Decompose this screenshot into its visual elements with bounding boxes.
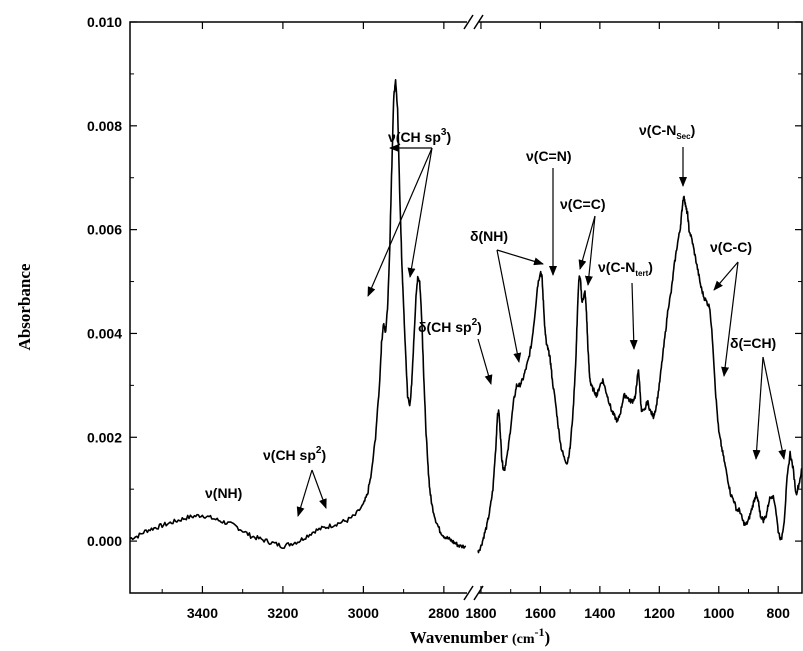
x-tick-label: 2800 xyxy=(428,605,459,621)
band-annotations: ν(NH) ν(CH sp2) ν(CH sp3) δ(CH sp2) δ(NH) ν(C… xyxy=(205,122,787,517)
y-tick-label: 0.002 xyxy=(87,429,122,445)
annotation-arrow xyxy=(477,338,493,385)
y-tick-label: 0.004 xyxy=(87,325,122,341)
annotation-arrow xyxy=(762,356,787,460)
annotation-label: ν(C-C) xyxy=(710,239,752,255)
annotation-label: ν(NH) xyxy=(205,485,242,501)
axes: 3400 3200 3000 2800 1800 1600 1400 1200 1000 800 0… xyxy=(87,14,802,621)
annotation-label: ν(C-NSec) xyxy=(639,122,695,141)
x-tick-label: 3400 xyxy=(187,605,218,621)
x-tick-label: 1200 xyxy=(644,605,675,621)
x-tick-label: 3200 xyxy=(267,605,298,621)
annotation-arrow xyxy=(584,215,596,286)
x-tick-label: 800 xyxy=(767,605,791,621)
y-tick-label: 0.010 xyxy=(87,14,122,30)
axis-break-gap-bottom xyxy=(467,590,479,596)
y-axis-title: Absorbance xyxy=(15,263,34,350)
y-tick-label: 0.006 xyxy=(87,222,122,238)
annotation-label: δ(=CH) xyxy=(730,335,776,351)
axis-break-mark xyxy=(473,14,484,30)
annotation-label: ν(C=C) xyxy=(560,196,606,212)
annotation-arrow xyxy=(629,282,638,350)
annotation-arrow xyxy=(721,261,739,377)
annotation-label: δ(CH sp2) xyxy=(418,317,482,335)
x-tick-label: 1600 xyxy=(525,605,556,621)
annotation-nh-bend: δ(NH) xyxy=(470,228,544,363)
axis-break-mark xyxy=(463,14,474,30)
annotation-arrow xyxy=(296,469,313,517)
spectrum-lines xyxy=(129,79,803,554)
x-axis-title: Wavenumber (cm-1) xyxy=(410,625,550,647)
x-tick-label: 1400 xyxy=(584,605,615,621)
spectrum-line-right xyxy=(477,195,803,554)
annotation-arrow xyxy=(496,249,522,363)
annotation-ch-sp2-bend: δ(CH sp2) xyxy=(418,317,493,385)
annotation-cn-double: ν(C=N) xyxy=(526,148,572,276)
annotation-cn-tert: ν(C-Ntert) xyxy=(598,259,653,350)
annotation-ch-sp3-stretch: ν(CH sp3) xyxy=(367,127,451,297)
annotation-arrow xyxy=(496,249,544,266)
annotation-cn-sec: ν(C-NSec) xyxy=(639,122,695,187)
annotation-eq-ch-bend: δ(=CH) xyxy=(730,335,787,460)
x-tick-label: 3000 xyxy=(348,605,379,621)
annotation-arrow xyxy=(407,147,433,278)
annotation-label: ν(C=N) xyxy=(526,148,572,164)
annotation-arrow xyxy=(311,469,327,509)
annotation-ch-sp2-stretch: ν(CH sp2) xyxy=(263,445,327,517)
x-tick-label: 1000 xyxy=(703,605,734,621)
annotation-label: δ(NH) xyxy=(470,228,508,244)
spectrum-line-left xyxy=(129,79,467,549)
annotation-arrow xyxy=(752,356,764,460)
axis-break-mark xyxy=(463,585,474,601)
annotation-label: ν(CH sp3) xyxy=(388,127,451,145)
annotation-nh-stretch: ν(NH) xyxy=(205,485,242,501)
annotation-arrow xyxy=(713,261,739,291)
annotation-label: ν(CH sp2) xyxy=(263,445,326,463)
axis-break-gap-top xyxy=(467,19,479,25)
annotation-cc-single: ν(C-C) xyxy=(710,239,752,377)
y-tick-label: 0.008 xyxy=(87,118,122,134)
annotation-arrow xyxy=(578,215,596,270)
annotation-label: ν(C-Ntert) xyxy=(598,259,653,278)
annotation-cc-double: ν(C=C) xyxy=(560,196,606,286)
plot-frame xyxy=(129,21,803,594)
x-tick-label: 1800 xyxy=(465,605,496,621)
annotation-arrow xyxy=(367,147,433,297)
y-tick-label: 0.000 xyxy=(87,533,122,549)
